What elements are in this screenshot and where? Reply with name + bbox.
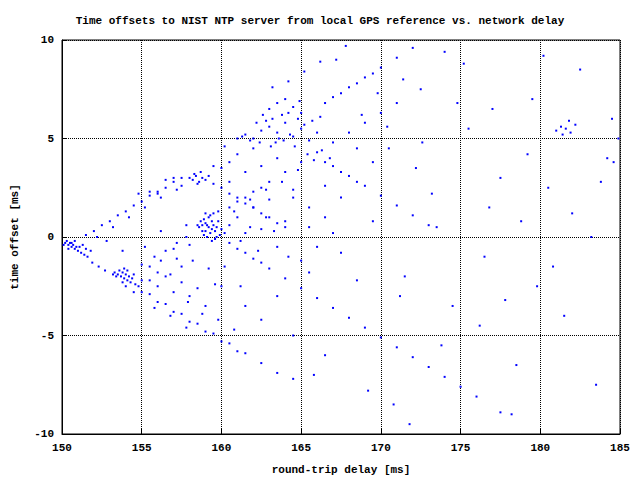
svg-text:-10: -10 [34, 428, 54, 440]
svg-text:185: 185 [610, 442, 630, 454]
svg-text:-5: -5 [41, 330, 55, 342]
svg-text:165: 165 [291, 442, 311, 454]
svg-text:round-trip delay [ms]: round-trip delay [ms] [272, 464, 411, 476]
svg-text:150: 150 [52, 442, 72, 454]
svg-text:160: 160 [212, 442, 232, 454]
svg-text:180: 180 [530, 442, 550, 454]
svg-text:5: 5 [47, 133, 54, 145]
svg-text:Time offsets to NIST NTP serve: Time offsets to NIST NTP server from loc… [76, 15, 565, 27]
svg-text:10: 10 [41, 34, 54, 46]
svg-text:170: 170 [371, 442, 391, 454]
svg-text:175: 175 [451, 442, 471, 454]
svg-text:0: 0 [47, 231, 54, 243]
svg-text:155: 155 [132, 442, 152, 454]
svg-text:time offset [ms]: time offset [ms] [9, 184, 21, 290]
